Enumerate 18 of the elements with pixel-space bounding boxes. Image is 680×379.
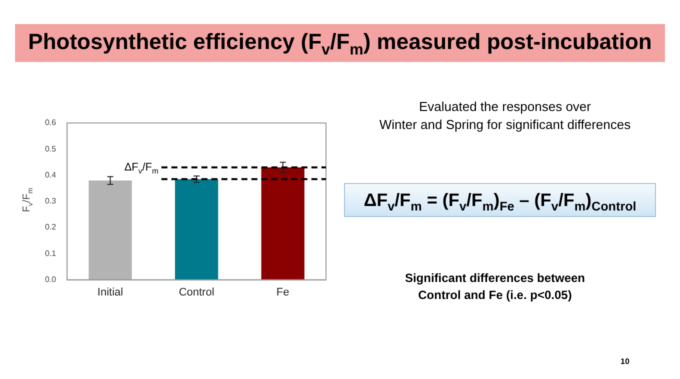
y-tick-label: 0.3 [44, 196, 57, 206]
y-tick-label: 0.1 [44, 248, 57, 258]
chart-title: Photosynthetic efficiency (F$_{v}$/F$_{m}$) measured post-incubation [15, 24, 665, 62]
text: Evaluated the responses over Winter and Spring for significant differences [378, 98, 632, 134]
bar [88, 180, 132, 280]
y-tick-label: 0.4 [44, 170, 57, 180]
x-tick-label: Fe [276, 286, 290, 298]
text: 10 [620, 357, 630, 366]
y-tick-label: 0.5 [44, 144, 57, 154]
bar [174, 179, 218, 280]
text: ΔF$_{v}$/F$_{m}$ = (F$_{v}$/F$_{m}$)$_{Fe}$ – (F$_{v}$/F$_{m}$)$_{Control}$ [364, 190, 636, 214]
y-tick-label: 0.0 [44, 275, 57, 284]
bar [261, 167, 304, 280]
x-tick-label: Control [178, 286, 214, 298]
x-tick-label: Initial [97, 286, 124, 298]
text: Significant differences between Control and Fe (i.e. p<0.05) [404, 270, 586, 304]
y-tick-label: 0.6 [44, 118, 57, 128]
y-tick-label: 0.2 [44, 222, 57, 232]
